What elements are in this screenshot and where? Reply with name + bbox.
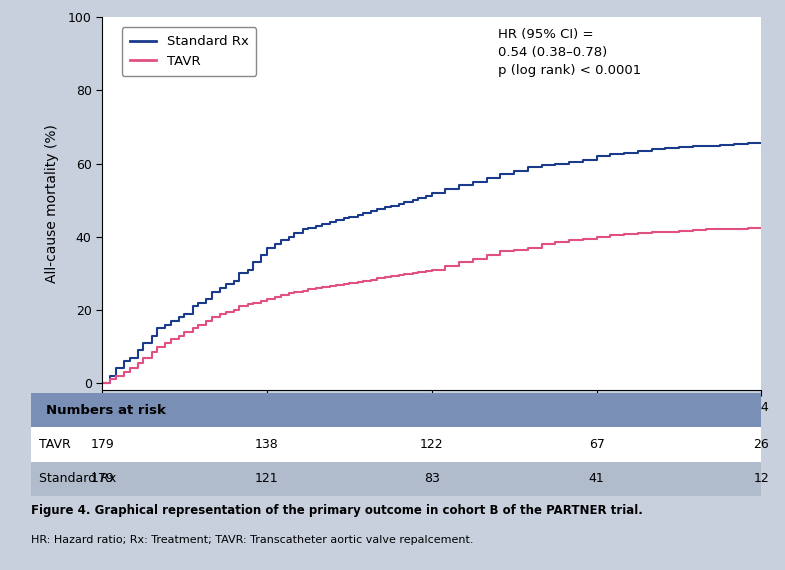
Text: Figure 4. Graphical representation of the primary outcome in cohort B of the PAR: Figure 4. Graphical representation of th… — [31, 504, 643, 518]
Text: Standard Rx: Standard Rx — [38, 472, 116, 485]
Text: 83: 83 — [424, 472, 440, 485]
Bar — [31, 462, 761, 496]
Text: TAVR: TAVR — [38, 438, 71, 451]
Text: 179: 179 — [90, 472, 114, 485]
Text: HR (95% CI) =
0.54 (0.38–0.78)
p (log rank) < 0.0001: HR (95% CI) = 0.54 (0.38–0.78) p (log ra… — [498, 28, 641, 78]
Legend: Standard Rx, TAVR: Standard Rx, TAVR — [122, 27, 257, 76]
Text: 26: 26 — [754, 438, 769, 451]
Text: 12: 12 — [754, 472, 769, 485]
Text: 179: 179 — [90, 438, 114, 451]
Text: 41: 41 — [589, 472, 604, 485]
Text: 122: 122 — [420, 438, 444, 451]
Text: 67: 67 — [589, 438, 604, 451]
Bar — [31, 393, 761, 427]
Text: 138: 138 — [255, 438, 279, 451]
Text: 121: 121 — [255, 472, 279, 485]
Bar — [31, 427, 761, 462]
Text: HR: Hazard ratio; Rx: Treatment; TAVR: Transcatheter aortic valve repalcement.: HR: Hazard ratio; Rx: Treatment; TAVR: T… — [31, 535, 474, 545]
Text: Numbers at risk: Numbers at risk — [46, 404, 166, 417]
Y-axis label: All-cause mortality (%): All-cause mortality (%) — [46, 124, 60, 283]
X-axis label: Months: Months — [400, 422, 464, 437]
